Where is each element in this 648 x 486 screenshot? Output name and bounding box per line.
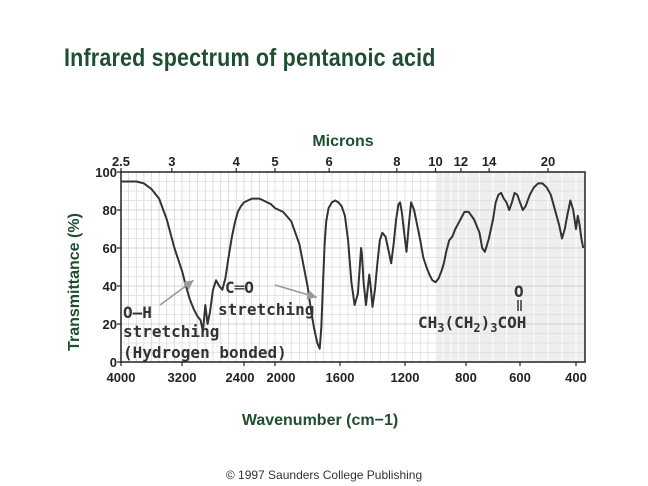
- x-tick-label: 1600: [326, 370, 355, 385]
- top-tick-label: 12: [454, 154, 468, 169]
- x-tick-label: 4000: [107, 370, 136, 385]
- oh-label-line2: stretching: [123, 322, 219, 341]
- molecule-formula: O CH3(CH2)3COH: [418, 282, 526, 335]
- y-tick-label: 40: [103, 279, 117, 294]
- co-label-line2: stretching: [218, 300, 314, 319]
- copyright-notice: © 1997 Saunders College Publishing: [225, 468, 423, 482]
- y-tick-label: 80: [103, 203, 117, 218]
- y-tick-label: 0: [110, 355, 117, 370]
- y-tick-label: 100: [95, 165, 117, 180]
- top-tick-label: 10: [428, 154, 442, 169]
- formula-text: CH3(CH2)3COH: [418, 313, 526, 335]
- top-tick-label: 5: [271, 154, 278, 169]
- co-label-line1: C═O: [225, 278, 254, 297]
- x-tick-label: 3200: [168, 370, 197, 385]
- x-tick-label: 600: [509, 370, 531, 385]
- y-tick-label: 60: [103, 241, 117, 256]
- top-tick-label: 20: [541, 154, 555, 169]
- page-title: Infrared spectrum of pentanoic acid: [64, 44, 436, 72]
- grid-lines: [121, 172, 585, 362]
- axis-ticks: 0 20 40 60 80 100 4000 3200 2400 2000 1600 1200 800 6…: [95, 154, 587, 385]
- plot-frame: [120, 171, 586, 363]
- top-axis-label: Microns: [312, 133, 373, 150]
- x-tick-label: 2000: [267, 370, 296, 385]
- x-tick-label: 400: [565, 370, 587, 385]
- x-tick-label: 1200: [391, 370, 420, 385]
- x-tick-label: 2400: [226, 370, 255, 385]
- top-tick-label: 14: [482, 154, 497, 169]
- oh-arrow: [159, 279, 195, 306]
- top-tick-label: 8: [393, 154, 400, 169]
- top-tick-label: 2.5: [112, 154, 130, 169]
- oh-label-line3: (Hydrogen bonded): [123, 343, 287, 362]
- top-tick-label: 6: [326, 154, 333, 169]
- y-axis-label: Transmittance (%): [66, 213, 83, 351]
- y-tick-label: 20: [103, 317, 117, 332]
- oh-label-line1: O—H: [123, 303, 152, 322]
- top-tick-label: 4: [233, 154, 241, 169]
- top-tick-label: 3: [168, 154, 175, 169]
- x-axis-label: Wavenumber (cm−1): [242, 412, 398, 429]
- carbonyl-oxygen: O: [514, 282, 524, 301]
- co-arrow: [274, 284, 318, 300]
- x-tick-label: 800: [455, 370, 477, 385]
- annotation-oh-stretch: O—H stretching (Hydrogen bonded): [123, 279, 287, 362]
- series-line: [121, 180, 585, 350]
- annotation-co-stretch: C═O stretching: [218, 278, 318, 319]
